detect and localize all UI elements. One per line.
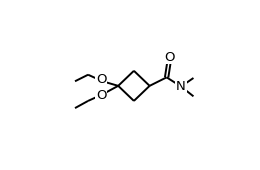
Text: N: N — [176, 80, 186, 93]
Text: O: O — [164, 50, 174, 64]
Text: O: O — [96, 73, 106, 86]
Text: O: O — [96, 89, 106, 102]
